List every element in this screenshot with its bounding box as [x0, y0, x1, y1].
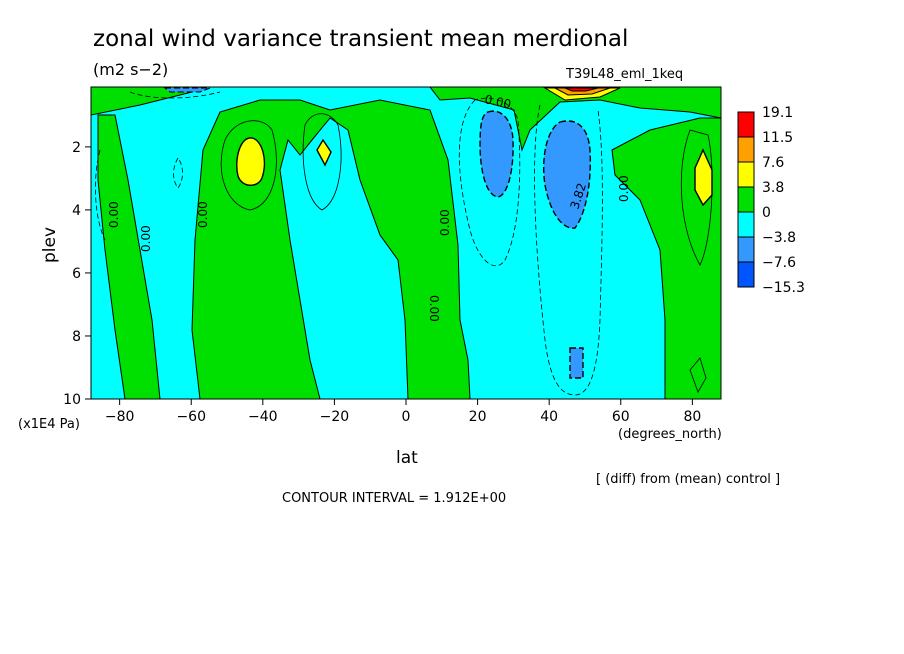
x-tick-label: −80 [105, 409, 135, 425]
x-tick-label: 60 [612, 409, 630, 425]
colorbar-label: 3.8 [762, 180, 784, 196]
contour-label: 0.00 [107, 201, 121, 228]
x-axis: −80 −60 −40 −20 0 20 40 60 80 [105, 399, 701, 425]
colorbar-label: 19.1 [762, 105, 793, 121]
x-tick-label: −20 [320, 409, 350, 425]
y-units-label: (x1E4 Pa) [18, 417, 80, 432]
contour-dashed-5 [129, 91, 221, 99]
region-green-far-south [91, 87, 201, 116]
x-axis-label: lat [396, 448, 418, 468]
x-units-label: (degrees_north) [618, 427, 722, 442]
colorbar-swatch [737, 111, 755, 138]
colorbar-swatch [737, 236, 755, 263]
x-tick-label: 40 [540, 409, 558, 425]
region-blue-2 [542, 120, 592, 229]
contour-solid-4 [689, 357, 707, 393]
colorbar-label: −15.3 [762, 280, 805, 296]
x-tick-label: 80 [683, 409, 701, 425]
region-yellow-2 [316, 138, 332, 167]
y-axis: 2 4 6 8 10 [63, 140, 91, 408]
colorbar-swatch [737, 186, 755, 213]
x-tick-label: −60 [176, 409, 206, 425]
region-green-south-band [97, 114, 161, 399]
colorbar-swatch [737, 136, 755, 163]
colorbar: 19.1 11.5 7.6 3.8 0 −3.8 −7.6 −15.3 [737, 105, 805, 296]
x-tick-label: 0 [402, 409, 411, 425]
diff-note: [ (diff) from (mean) control ] [596, 472, 780, 487]
colorbar-swatch [737, 261, 755, 288]
chart-units: (m2 s−2) [93, 60, 168, 79]
contour-label: 0.00 [483, 92, 512, 111]
y-tick-label: 2 [72, 140, 81, 156]
y-tick-label: 4 [72, 203, 81, 219]
contour-label: 0.00 [196, 201, 210, 228]
region-red-top [564, 87, 599, 92]
chart-title: zonal wind variance transient mean merdi… [93, 26, 628, 52]
colorbar-label: 7.6 [762, 155, 784, 171]
x-tick-label: 20 [469, 409, 487, 425]
contour-dashed-3 [95, 149, 106, 241]
y-tick-label: 8 [72, 329, 81, 345]
contour-dashed-1 [458, 97, 521, 267]
y-tick-label: 10 [63, 392, 81, 408]
run-label: T39L48_eml_1keq [565, 67, 683, 82]
contour-dashed-4 [173, 157, 183, 189]
colorbar-label: 11.5 [762, 130, 793, 146]
contour-solid-3 [680, 129, 713, 266]
region-blue-1 [479, 110, 514, 198]
y-axis-label: plev [40, 227, 60, 263]
x-tick-label: −40 [248, 409, 278, 425]
colorbar-swatch [737, 161, 755, 188]
region-blue-top [163, 87, 211, 93]
region-yellow-1 [236, 137, 266, 186]
contour-solid-1 [220, 120, 277, 211]
colorbar-label: −3.8 [762, 230, 796, 246]
plot-area [91, 87, 721, 399]
contour-label: 0.00 [617, 175, 631, 202]
contour-label: 0.00 [438, 209, 452, 236]
contour-solid-2 [302, 113, 342, 211]
contour-labels: 0.00 0.00 0.00 0.00 0.00 0.00 0.00 3.82 [107, 92, 631, 321]
region-green-north [611, 117, 721, 399]
contour-label: 0.00 [139, 225, 153, 252]
colorbar-swatch [737, 211, 755, 238]
y-tick-label: 6 [72, 266, 81, 282]
region-green-upper-trop [429, 87, 721, 152]
contour-label: 0.00 [427, 295, 441, 322]
colorbar-label: −7.6 [762, 255, 796, 271]
contour-interval: CONTOUR INTERVAL = 1.912E+00 [282, 491, 506, 506]
region-blue-3 [569, 347, 584, 379]
colorbar-label: 0 [762, 205, 771, 221]
